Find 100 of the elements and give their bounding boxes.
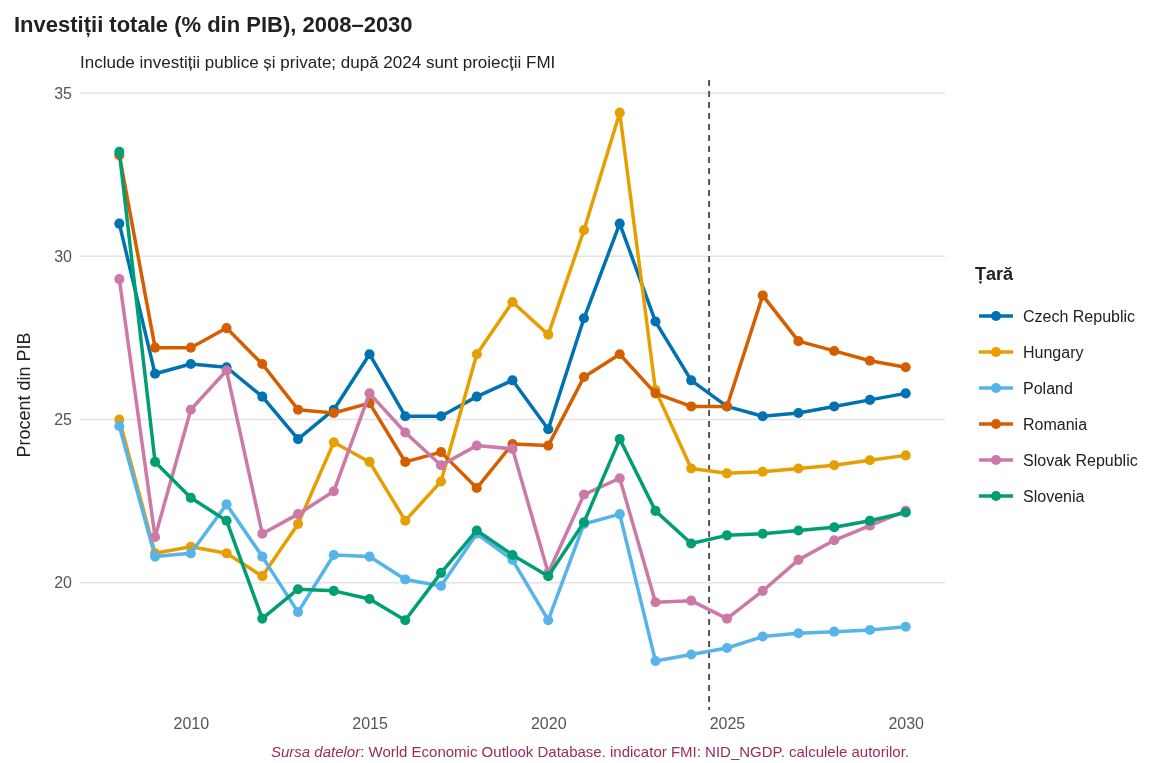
point [543,571,554,582]
point [650,316,661,327]
point [185,492,196,503]
point [221,515,232,526]
point [400,427,411,438]
point [328,549,339,560]
point [793,628,804,639]
chart-title: Investiții totale (% din PIB), 2008–2030 [14,12,413,37]
point [150,456,161,467]
point [757,411,768,422]
point [793,407,804,418]
point [543,615,554,626]
point [400,574,411,585]
point [686,401,697,412]
point [829,345,840,356]
point [578,372,590,383]
point [185,548,196,559]
y-tick-label: 35 [54,84,73,102]
point [114,420,125,432]
point [507,375,518,386]
legend-label: Romania [1023,416,1088,433]
point [435,580,447,591]
point [793,336,804,347]
point [292,518,304,529]
point [185,358,196,370]
point [757,528,768,539]
point [150,531,161,543]
point [757,466,768,477]
point [471,391,482,402]
y-tick-label: 25 [54,411,73,429]
point [900,388,911,399]
point [650,656,661,667]
point [614,218,625,229]
point [471,349,482,360]
point [614,434,625,445]
point [364,388,375,399]
point [864,394,875,405]
x-tick-label: 2010 [173,715,210,733]
point [471,483,482,494]
point [900,450,911,461]
point [292,509,304,520]
legend-label: Slovenia [1023,488,1085,505]
point [721,613,733,624]
point [793,525,804,536]
point [364,593,375,605]
point [400,456,411,467]
point [150,368,161,379]
point [292,584,304,595]
point [435,476,447,487]
y-tick-label: 30 [54,247,73,265]
point [257,551,268,562]
point [435,567,447,578]
point [614,107,625,118]
point [721,642,733,654]
point [686,595,697,606]
point [257,613,268,624]
point [721,468,733,479]
point [435,411,447,422]
point [864,355,875,366]
chart-subtitle: Include investiții publice și private; după 2024 sunt proiecții FMI [80,53,556,72]
point [257,358,268,370]
point [757,631,768,642]
point [364,551,375,562]
point [686,538,697,549]
point [257,528,268,539]
point [829,522,840,533]
point [614,349,625,360]
point [864,515,875,526]
point [185,404,196,415]
point [757,290,768,301]
point [864,455,875,466]
point [114,274,125,285]
point [328,585,339,596]
point [435,447,447,458]
point [328,486,339,497]
point [221,499,232,510]
legend-label: Poland [1023,380,1073,397]
point [686,649,697,660]
point [292,607,304,618]
point [221,323,232,334]
point [793,554,804,565]
point [614,473,625,484]
point [400,515,411,526]
point [507,443,518,454]
point [400,411,411,422]
point [829,626,840,637]
text: Sursa datelor: World Economic Outlook Database. indicator FMI: NID_NGDP. calculele autorilor. [270,743,910,760]
point [221,548,232,559]
point [257,391,268,402]
point [114,218,125,229]
point [829,460,840,471]
legend-label: Slovak Republic [1023,452,1138,469]
point [364,349,375,360]
y-tick-label: 20 [54,574,73,592]
point [614,509,625,520]
legend-title: Țară [975,264,1015,284]
point [364,456,375,467]
point [292,434,304,445]
point [578,225,590,236]
point [721,530,733,541]
